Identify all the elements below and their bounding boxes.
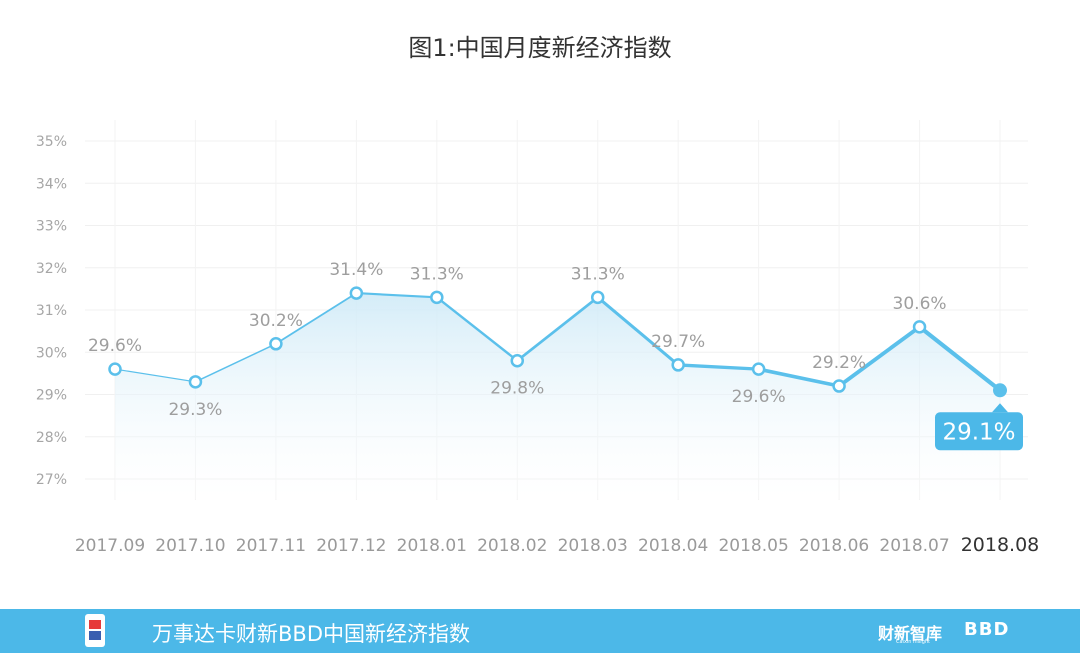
data-label: 29.2% [812, 353, 866, 373]
data-point [108, 362, 122, 376]
y-tick-label: 34% [36, 176, 67, 192]
y-tick-label: 33% [36, 219, 67, 235]
x-tick-label: 2018.04 [638, 536, 708, 556]
line-segment [837, 324, 922, 388]
line-segment [917, 324, 1003, 393]
footer-bar: 万事达卡财新BBD中国新经济指数 财新智库 Caixin Insight BBD [0, 609, 1080, 653]
line-chart: 29.6% 29.3% 30.2% 31.4% 31.3% 29.8% 31.3% 29.7%… [36, 120, 1039, 556]
x-tick-label: 2017.10 [155, 536, 225, 556]
y-tick-label: 29% [36, 388, 67, 404]
callout-pointer [992, 403, 1008, 413]
line-segment [194, 343, 277, 383]
chart-title: 图1:中国月度新经济指数 [408, 34, 672, 62]
data-label: 29.7% [651, 332, 705, 352]
data-label: 30.6% [893, 294, 947, 314]
y-tick-label: 32% [36, 261, 67, 277]
data-label: 30.2% [249, 311, 303, 331]
data-label: 29.6% [88, 336, 142, 356]
data-point [188, 375, 203, 389]
data-point [510, 353, 525, 368]
x-tick-label: 2018.08 [961, 534, 1040, 556]
x-tick-label: 2018.01 [397, 536, 467, 556]
data-point [671, 358, 685, 372]
line-segment [355, 292, 438, 299]
x-tick-label: 2018.02 [477, 536, 547, 556]
callout: 29.1% [935, 403, 1023, 451]
x-tick-label: 2018.07 [879, 536, 949, 556]
data-point [912, 320, 927, 334]
brand-bbd-logo: BBD [964, 619, 1010, 640]
x-tick-label: 2017.09 [75, 536, 145, 556]
y-tick-label: 30% [36, 345, 67, 361]
series-line [114, 292, 1003, 393]
area-fill [115, 293, 1000, 499]
data-label: 29.6% [732, 387, 786, 407]
data-point-highlight [993, 383, 1007, 398]
line-segment [114, 368, 197, 383]
data-labels: 29.6% 29.3% 30.2% 31.4% 31.3% 29.8% 31.3% 29.7%… [88, 260, 947, 420]
area-fill-shape [115, 293, 1000, 499]
x-tick-label: 2017.11 [236, 536, 306, 556]
data-label: 31.3% [410, 264, 464, 284]
line-segment [676, 363, 761, 371]
line-segment [275, 292, 358, 345]
y-tick-label: 35% [36, 134, 67, 150]
data-label: 29.3% [168, 400, 222, 420]
y-tick-label: 28% [36, 430, 67, 446]
line-segment [515, 295, 600, 363]
x-tick-label: 2018.03 [558, 536, 628, 556]
report-cover-icon [85, 614, 105, 647]
data-points [108, 286, 1007, 398]
callout-label: 29.1% [942, 419, 1015, 445]
data-label: 31.3% [571, 264, 625, 284]
data-point [269, 337, 283, 351]
data-point [832, 379, 846, 393]
x-tick-label: 2018.06 [799, 536, 869, 556]
line-segment [596, 295, 680, 367]
x-tick-label: 2018.05 [718, 536, 788, 556]
data-label: 29.8% [490, 379, 544, 399]
data-point [349, 286, 364, 300]
footer-title: 万事达卡财新BBD中国新经济指数 [152, 622, 470, 646]
data-point [430, 290, 444, 305]
brand-caixin-logo: 财新智库 [878, 624, 943, 643]
data-label: 31.4% [329, 260, 383, 280]
axes: 27% 28% 29% 30% 31% 32% 33% 34% 35% 2017.09 2017.1… [36, 134, 1039, 556]
data-point [751, 362, 766, 376]
y-tick-label: 27% [36, 472, 67, 488]
y-tick-label: 31% [36, 303, 67, 319]
line-segment [435, 296, 519, 362]
brand-caixin-subtitle: Caixin Insight [896, 639, 930, 645]
data-point [590, 290, 605, 305]
line-segment [756, 367, 841, 388]
x-tick-label: 2017.12 [316, 536, 386, 556]
callout-box [935, 412, 1023, 451]
